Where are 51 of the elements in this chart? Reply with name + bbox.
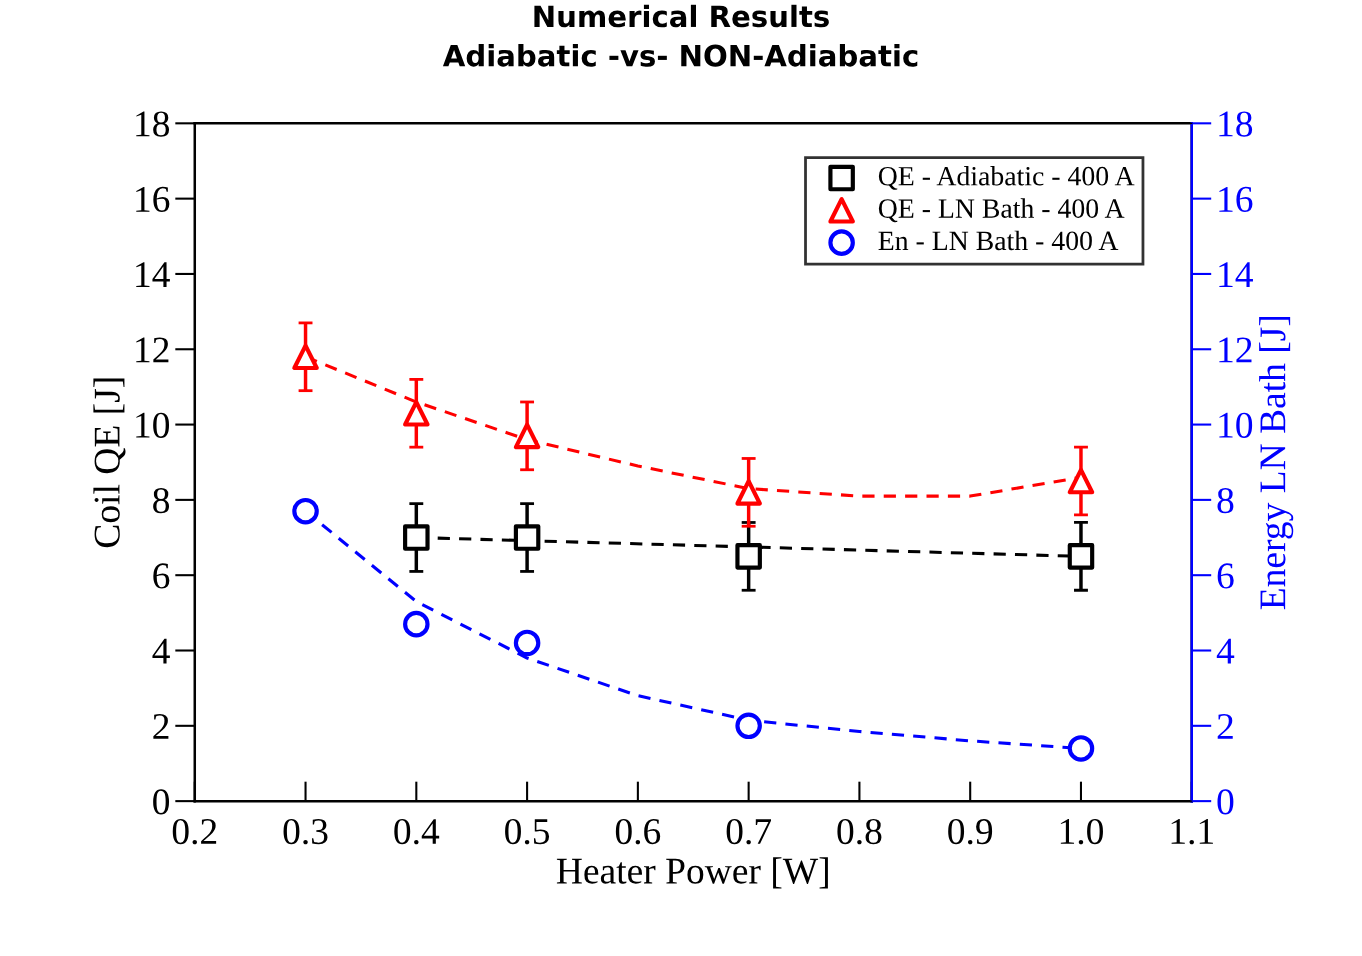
x-tick-label: 0.2 [172, 818, 217, 845]
x-tick-label: 0.3 [283, 818, 328, 845]
point [1067, 467, 1095, 495]
x-tick-label: 0.4 [394, 818, 440, 845]
y2-tick-label: 0 [1217, 789, 1234, 815]
x-tick-label: 0.7 [726, 818, 772, 845]
y2-tick-label: 2 [1217, 714, 1233, 739]
y-axis-title: Coil QE [J] [93, 378, 126, 548]
y-tick-label: 8 [153, 487, 170, 514]
chart-title: Numerical Results Adiabatic -vs- NON-Adiabatic [442, 4, 918, 67]
y2-tick-label: 8 [1217, 487, 1234, 514]
legend-label: QE - LN Bath - 400 A [878, 198, 1125, 223]
y-tick-label: 2 [153, 714, 169, 739]
point [735, 479, 762, 506]
point [735, 543, 762, 570]
x-tick-label: 0.8 [837, 818, 882, 845]
y-tick-label: 10 [136, 412, 170, 438]
y-tick-label: 18 [136, 111, 170, 137]
point [403, 524, 430, 551]
point [403, 610, 430, 638]
x-tick-label: 1.1 [1171, 819, 1213, 845]
point [735, 712, 762, 740]
y2-tick-label: 12 [1219, 337, 1252, 363]
point [292, 343, 319, 371]
y-tick-label: 14 [136, 262, 170, 287]
y-tick-label: 0 [153, 789, 170, 815]
y2-tick-label: 18 [1219, 111, 1253, 137]
point [292, 497, 319, 525]
y-tick-label: 12 [136, 337, 169, 363]
y2-tick-label: 16 [1219, 186, 1253, 213]
y-tick-label: 4 [152, 638, 170, 664]
x-tick-label: 1.0 [1060, 818, 1103, 845]
point [1067, 543, 1095, 570]
x-tick-label: 0.5 [505, 818, 550, 845]
y2-axis-title: Energy LN Bath [J] [1259, 316, 1294, 610]
point [403, 399, 430, 427]
y-tick-label: 16 [136, 186, 170, 213]
x-axis-title: Heater Power [W] [556, 857, 828, 889]
x-tick-label: 0.9 [948, 818, 993, 845]
y-tick-label: 6 [153, 563, 170, 589]
point [513, 629, 541, 657]
point [1067, 735, 1095, 762]
legend-label: En - LN Bath - 400 A [878, 230, 1119, 251]
y2-tick-label: 10 [1219, 412, 1253, 438]
legend-label: QE - Adiabatic - 400 A [878, 166, 1135, 190]
point [513, 524, 541, 551]
x-tick-label: 0.6 [615, 818, 661, 845]
point [513, 422, 541, 450]
y2-tick-label: 6 [1217, 563, 1234, 589]
y2-tick-label: 4 [1216, 638, 1235, 664]
y2-tick-label: 14 [1219, 262, 1253, 287]
